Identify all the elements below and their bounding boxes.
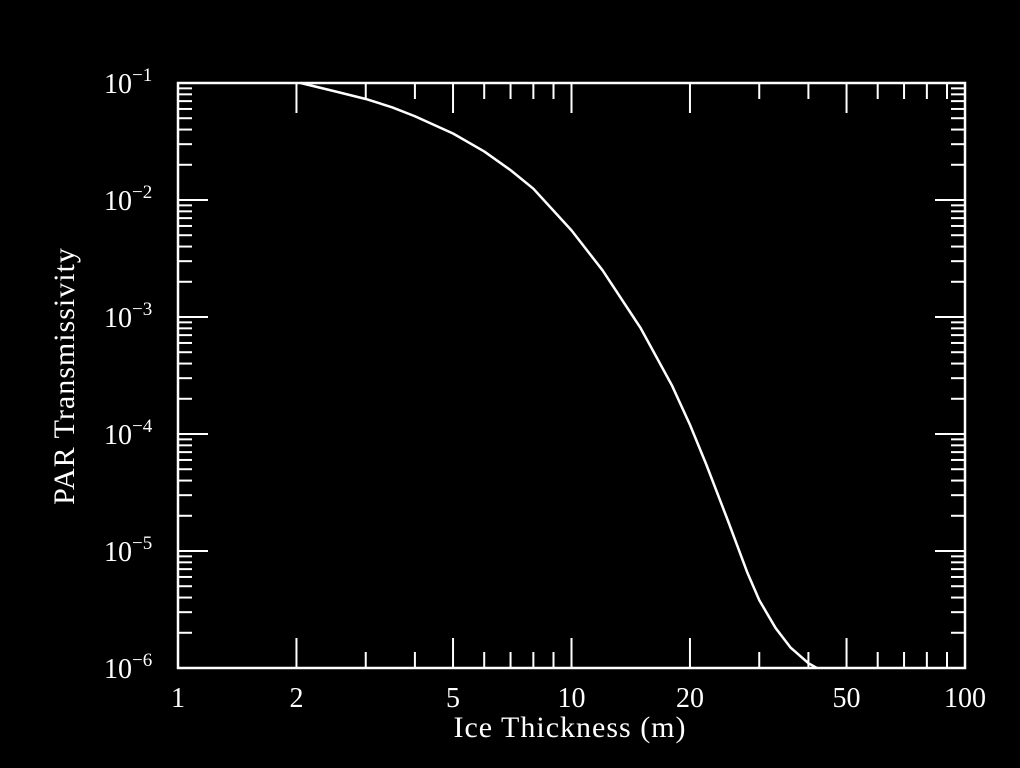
plot-frame [176, 81, 967, 670]
y-tick-label: 10−6 [104, 650, 152, 685]
major-ticks [177, 83, 965, 669]
x-tick-label: 10 [558, 683, 586, 714]
x-axis-label: Ice Thickness (m) [453, 711, 686, 744]
x-tick-label: 100 [944, 683, 986, 714]
x-tick-label: 20 [676, 683, 704, 714]
series-group [300, 81, 818, 670]
x-tick-label: 5 [446, 683, 460, 714]
y-tick-label: 10−3 [104, 299, 152, 334]
minor-ticks [178, 83, 965, 668]
x-tick-labels: 1 2 5 10 20 50 100 [171, 683, 986, 714]
x-tick-label: 1 [171, 683, 185, 714]
series-line-0 [300, 81, 818, 670]
y-tick-label: 10−5 [104, 533, 152, 568]
y-tick-label: 10−1 [104, 65, 152, 100]
y-tick-label: 10−4 [104, 416, 153, 451]
y-tick-label: 10−2 [104, 182, 152, 217]
x-tick-label: 50 [833, 683, 861, 714]
y-tick-labels: 10−1 10−2 10−3 10−4 10−5 10−6 [104, 65, 153, 685]
y-axis-label: PAR Transmissivity [48, 247, 81, 505]
x-tick-label: 2 [289, 683, 303, 714]
